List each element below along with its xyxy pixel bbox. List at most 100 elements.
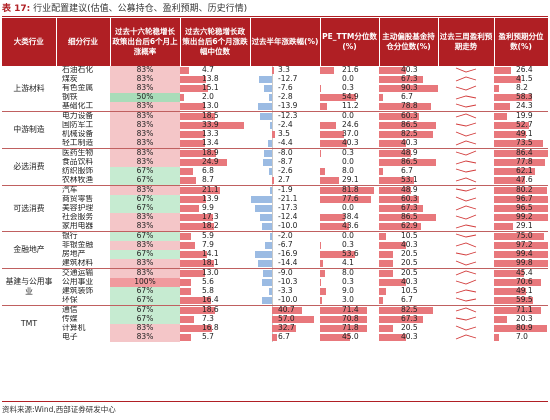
table-caption: 行业配置建议(估值、公募持仓、盈利预期、历史行情): [33, 4, 248, 14]
up-probability-cell: 67%: [110, 305, 180, 315]
six-month-change-value: -8.0: [278, 148, 293, 158]
six-month-change-cell: -9.0: [250, 268, 320, 278]
earnings-trend-sparkline: [455, 270, 477, 276]
up-probability-value: 67%: [136, 305, 154, 315]
earnings-trend-sparkline: [455, 103, 477, 108]
median-return-cell: 9.9: [180, 204, 250, 213]
median-return-value: 2.0: [202, 93, 214, 102]
six-month-change-value: 57.0: [278, 315, 295, 324]
trend-line: [455, 214, 477, 220]
table-row: 建筑装饰 67% 5.8 -3.3 9.0 10.5 49.1: [2, 287, 548, 296]
table-body: 上游材料 石油石化 83% 4.7 3.3 21.6 40.3 26.4 煤炭 83% 13.8 -1…: [2, 66, 548, 342]
six-month-change-cell: -17.3: [250, 204, 320, 213]
trend-line: [455, 160, 477, 165]
fund-holding-percentile-bar: [379, 187, 412, 194]
pe-percentile-value: 0.3: [342, 241, 354, 250]
earnings-percentile-bar: [494, 260, 548, 267]
fund-holding-percentile-value: 6.7: [401, 167, 413, 176]
earnings-percentile-value: 7.0: [516, 333, 528, 342]
fund-holding-percentile-value: 20.5: [401, 250, 418, 259]
median-return-cell: 2.0: [180, 93, 250, 102]
six-month-change-cell: 57.0: [250, 315, 320, 324]
pe-percentile-cell: 4.1: [320, 259, 379, 269]
category-cell: 必选消费: [2, 148, 56, 186]
six-month-change-bar: [255, 251, 272, 258]
six-month-change-cell: -10.0: [250, 296, 320, 306]
six-month-change-bar: [270, 187, 272, 194]
pe-percentile-cell: 53.6: [320, 250, 379, 259]
pe-percentile-value: 38.4: [342, 213, 359, 222]
up-probability-cell: 83%: [110, 75, 180, 84]
fund-holding-percentile-value: 67.3: [401, 75, 418, 84]
up-probability-value: 67%: [136, 250, 154, 259]
trend-line: [455, 177, 477, 183]
up-probability-cell: 83%: [110, 333, 180, 342]
trend-line: [455, 103, 477, 108]
up-probability-value: 67%: [136, 296, 154, 305]
median-return-bar: [180, 233, 192, 240]
trend-line: [455, 196, 477, 202]
six-month-change-bar: [262, 223, 272, 230]
trend-line: [455, 95, 477, 100]
fund-holding-percentile-cell: 10.5: [379, 231, 438, 241]
table-row: 公用事业 100% 5.6 -10.3 0.3 40.3 70.6: [2, 278, 548, 287]
pe-percentile-bar: [320, 334, 350, 341]
median-return-cell: 13.9: [180, 195, 250, 204]
median-return-bar: [180, 187, 220, 194]
industry-cell: 美容护理: [62, 204, 94, 213]
earnings-trend-sparkline: [455, 279, 477, 285]
earnings-trend-sparkline: [455, 85, 477, 91]
earnings-percentile-bar: [494, 168, 535, 175]
six-month-change-bar: [269, 94, 272, 101]
median-return-cell: 8.7: [180, 176, 250, 186]
category-cell: 中游制造: [2, 111, 56, 149]
table-row: 环保 67% 16.4 -10.0 3.0 6.7 59.5: [2, 296, 548, 306]
six-month-change-bar: [272, 307, 302, 314]
zero-line: [272, 93, 273, 102]
fund-holding-percentile-cell: 67.3: [379, 315, 438, 324]
up-probability-value: 67%: [136, 204, 154, 213]
pe-percentile-bar: [320, 168, 326, 175]
earnings-percentile-bar: [494, 279, 541, 286]
earnings-trend-sparkline: [455, 187, 477, 192]
earnings-percentile-bar: [494, 334, 499, 341]
table-row: 农林牧渔 67% 8.7 2.7 29.1 53.1 47.6: [2, 176, 548, 186]
fund-holding-percentile-value: 86.5: [401, 213, 418, 222]
category-cell: 上游材料: [13, 83, 45, 93]
zero-line: [272, 84, 273, 93]
median-return-value: 5.6: [202, 278, 214, 287]
earnings-percentile-cell: 29.1: [494, 222, 548, 232]
median-return-bar: [180, 205, 199, 212]
fund-holding-percentile-cell: 48.9: [379, 185, 438, 195]
up-probability-cell: 83%: [110, 324, 180, 333]
zero-line: [272, 269, 273, 278]
pe-percentile-value: 0.0: [342, 204, 354, 213]
six-month-change-value: 32.7: [278, 324, 295, 333]
earnings-trend-cell: [438, 231, 494, 241]
trend-line: [455, 289, 477, 294]
earnings-percentile-bar: [494, 131, 527, 138]
six-month-change-cell: -3.3: [250, 287, 320, 296]
fund-holding-percentile-value: 20.5: [401, 259, 418, 268]
fund-holding-percentile-value: 48.9: [401, 148, 418, 158]
up-probability-value: 83%: [136, 268, 154, 278]
fund-holding-percentile-value: 20.5: [401, 324, 418, 333]
trend-line: [455, 334, 477, 340]
industry-cell: 非银金融: [62, 241, 94, 250]
median-return-value: 33.9: [202, 121, 219, 130]
fund-holding-percentile-cell: 6.7: [379, 167, 438, 176]
median-return-value: 4.7: [202, 66, 214, 75]
up-probability-value: 83%: [136, 66, 154, 75]
earnings-percentile-bar: [494, 214, 548, 221]
pe-percentile-cell: 0.0: [320, 75, 379, 84]
median-return-cell: 17.3: [180, 213, 250, 222]
trend-line: [455, 260, 477, 266]
earnings-percentile-cell: 77.8: [494, 158, 548, 167]
six-month-change-value: 3.5: [278, 130, 290, 139]
fund-holding-percentile-bar: [379, 168, 384, 175]
industry-allocation-table: 大类行业 细分行业 过去十六轮稳增长政策出台后6个月上涨概率 过去六轮稳增长政策…: [2, 18, 549, 342]
earnings-trend-cell: [438, 305, 494, 315]
earnings-percentile-cell: 97.2: [494, 241, 548, 250]
pe-percentile-bar: [320, 131, 345, 138]
